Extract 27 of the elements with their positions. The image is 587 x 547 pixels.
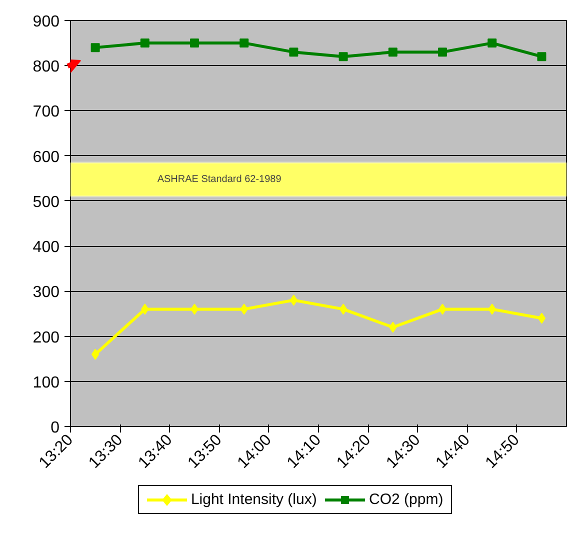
point [388, 48, 398, 57]
point [438, 48, 447, 57]
y-tick-label: 900 [32, 14, 60, 30]
point [140, 38, 150, 48]
point [339, 304, 348, 315]
y-tick-label: 600 [32, 148, 60, 166]
y-tick-label: 800 [32, 58, 60, 76]
point [190, 38, 200, 48]
point [290, 294, 298, 306]
point [338, 52, 348, 62]
y-tick-label: 700 [32, 104, 60, 121]
y-tick-label: 200 [32, 329, 60, 346]
y-tick-label: 100 [32, 374, 60, 392]
point [90, 43, 100, 52]
band-label: ASHRAE Standard 62-1989 [157, 174, 282, 186]
y-tick-label: 300 [32, 284, 60, 302]
point [91, 348, 100, 360]
point [240, 38, 249, 48]
y-tick-label: 500 [32, 194, 60, 211]
point [488, 38, 497, 48]
legend-label: Light Intensity (lux) [190, 491, 317, 508]
legend-label: CO2 (ppm) [368, 491, 444, 508]
point [538, 312, 546, 324]
point [537, 52, 546, 62]
y-tick-label: 0 [50, 420, 60, 436]
point [289, 48, 298, 57]
y-tick-label: 400 [32, 239, 60, 256]
